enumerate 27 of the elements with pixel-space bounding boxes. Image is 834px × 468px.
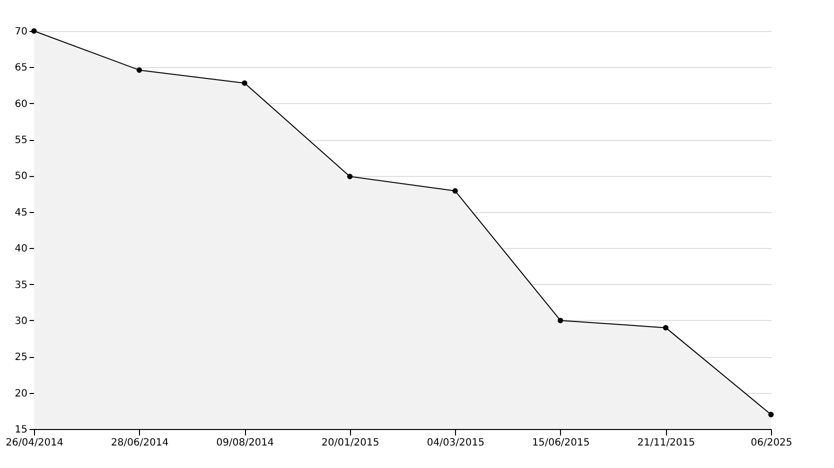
x-tick-label: 09/08/2014 <box>216 438 274 448</box>
x-tick-label: 26/04/2014 <box>6 438 64 448</box>
y-tick-label: 65 <box>14 62 28 74</box>
x-tick-label: 04/03/2015 <box>426 438 484 448</box>
y-tick-label: 35 <box>14 280 28 291</box>
y-tick-label: 60 <box>14 98 28 110</box>
point <box>347 174 353 180</box>
y-tick-label: 55 <box>14 135 28 146</box>
point <box>662 324 668 330</box>
x-tick-label: 20/01/2015 <box>322 438 380 448</box>
y-tick-label: 25 <box>14 352 28 364</box>
x-tick-label: 06/2025 <box>750 438 792 448</box>
y-tick-label: 50 <box>14 171 28 182</box>
y-tick-label: 40 <box>14 244 28 255</box>
x-tick-label: 28/06/2014 <box>110 438 169 448</box>
point <box>768 412 774 418</box>
point <box>136 67 142 73</box>
y-tick-label: 70 <box>14 26 28 38</box>
y-tick-label: 20 <box>14 388 28 400</box>
point <box>242 80 248 86</box>
x-tick-label: 21/11/2015 <box>637 438 696 448</box>
y-tick-label: 30 <box>14 316 28 327</box>
y-tick-label: 45 <box>14 207 28 218</box>
y-tick-label: 15 <box>14 424 28 436</box>
point <box>452 188 458 194</box>
point <box>558 318 564 324</box>
x-tick-label: 15/06/2015 <box>532 438 590 448</box>
